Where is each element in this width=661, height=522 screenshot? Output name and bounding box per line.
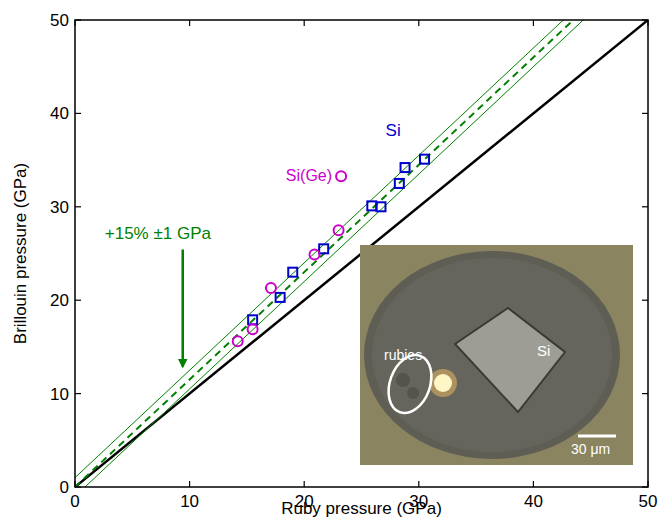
point [376,202,385,211]
point [367,201,376,210]
y-tick [75,113,81,114]
y-tick [642,19,648,20]
point [248,315,257,324]
y-axis-title: Brillouin pressure (GPa) [11,163,30,344]
frame [75,20,648,487]
x-tick [533,20,534,26]
point [248,324,258,334]
reference-line [75,20,648,487]
plot-area [75,20,648,487]
fit-line [75,20,648,487]
ruby [396,373,410,387]
fit-band [75,20,648,478]
point [266,283,276,293]
y-tick [75,300,81,301]
x-tick [418,20,419,26]
y-tick [642,486,648,487]
scale-bar [578,435,616,438]
x-tick [533,481,534,487]
y-tick-label: 10 [50,385,69,404]
x-tick [74,20,75,26]
y-tick-label: 40 [50,104,69,123]
inset-background [360,245,633,465]
y-tick [642,300,648,301]
sample-chamber [364,251,620,459]
y-tick [75,19,81,20]
y-tick [75,393,81,394]
x-tick [647,481,648,487]
point [334,225,344,235]
si-crystal [455,308,565,412]
point [288,268,297,277]
x-tick-label: 10 [180,492,199,511]
point [319,244,328,253]
x-tick [304,481,305,487]
x-axis-title: Ruby pressure (GPa) [281,499,442,518]
x-tick [74,481,75,487]
x-tick [304,20,305,26]
chart: rubiesSi30 μm0102030405001020304050Ruby … [0,0,661,522]
x-tick-label: 0 [70,492,79,511]
x-tick-label: 40 [524,492,543,511]
sample-chamber-inner [372,258,612,452]
legend-label: Si(Ge) [286,167,332,184]
inset-label: rubies [384,347,422,363]
point [420,155,429,164]
point [233,336,243,346]
annotation-arrow [181,249,184,366]
laser-glow [429,369,457,397]
ruby [407,387,419,399]
legend-marker [336,171,346,181]
y-tick-label: 0 [60,478,69,497]
y-tick-label: 50 [50,11,69,30]
fit-band [75,20,648,487]
points [233,155,429,347]
inset-label: 30 μm [571,441,610,457]
y-tick [642,206,648,207]
inset-label: Si [537,342,550,359]
y-tick [642,113,648,114]
point [276,293,285,302]
x-tick [189,481,190,487]
y-tick [75,206,81,207]
legend-label: Si [386,121,401,140]
x-tick [647,20,648,26]
laser-spot [434,374,452,392]
y-tick-label: 20 [50,291,69,310]
point [310,249,320,259]
point [395,179,404,188]
inset: rubies Si 30 μm [360,245,633,465]
y-tick [642,393,648,394]
x-tick-label: 50 [639,492,658,511]
fit-annotation: +15% ±1 GPa [105,224,212,243]
legend: Si(Ge) Si [286,121,401,184]
y-tick-label: 30 [50,198,69,217]
x-tick [189,20,190,26]
point [401,163,410,172]
y-tick [75,486,81,487]
x-tick [418,481,419,487]
